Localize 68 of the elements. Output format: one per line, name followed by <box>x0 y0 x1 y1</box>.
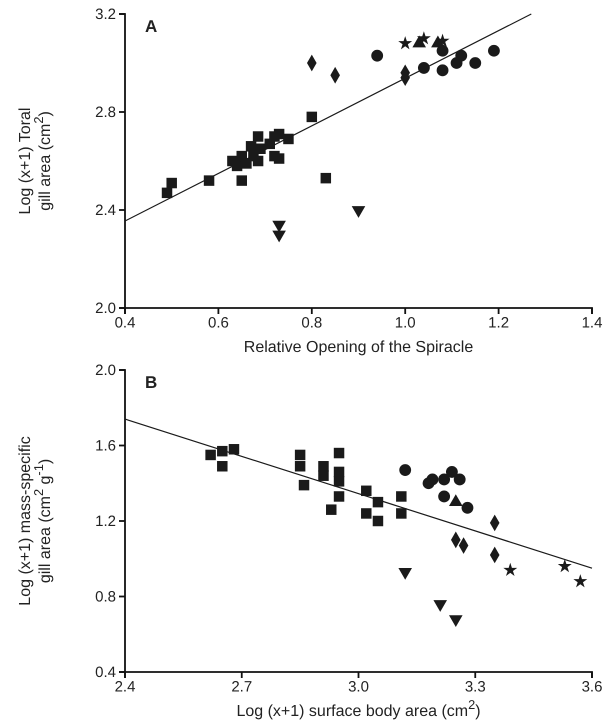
point <box>294 461 306 472</box>
point <box>372 516 384 526</box>
x-tick-label: 0.4 <box>114 314 136 332</box>
x-tick-label: 3.6 <box>582 678 602 696</box>
point <box>396 491 407 502</box>
point <box>454 474 466 486</box>
point <box>166 178 177 188</box>
point <box>469 57 482 69</box>
point <box>438 490 450 502</box>
point <box>573 574 588 588</box>
point <box>252 131 264 142</box>
x-tick-label: 0.6 <box>208 314 229 332</box>
point <box>416 31 431 44</box>
point <box>558 558 572 572</box>
point <box>274 128 284 140</box>
y-tick-label: 2.0 <box>95 362 116 379</box>
x-tick-label: 2.7 <box>231 678 252 696</box>
point <box>436 64 448 76</box>
y-tick-label: 2.8 <box>95 104 116 121</box>
x-tick-label: 1.2 <box>488 314 510 332</box>
point <box>318 461 329 472</box>
point <box>205 450 216 460</box>
point <box>294 450 306 460</box>
point <box>488 44 500 57</box>
point <box>236 175 247 186</box>
x-tick-label: 3.0 <box>348 678 369 696</box>
point <box>320 172 332 184</box>
point <box>334 491 344 502</box>
y-tick-label: 2.4 <box>95 202 116 219</box>
point <box>450 57 462 69</box>
point <box>162 188 172 198</box>
point <box>438 474 450 486</box>
point <box>371 50 384 62</box>
point <box>503 562 518 576</box>
point <box>399 464 412 476</box>
x-tick-label: 1.4 <box>582 314 602 332</box>
point <box>298 480 310 490</box>
x-axis-title: Log (x+1) surface body area (cm$^{2}$) <box>236 696 481 720</box>
point <box>274 153 284 164</box>
point <box>334 476 344 487</box>
x-tick-label: 2.4 <box>114 678 136 696</box>
y-tick-label: 2.0 <box>95 300 116 317</box>
chart-title: A <box>145 17 158 36</box>
chart-title: B <box>145 373 158 392</box>
point <box>306 112 318 122</box>
x-tick-label: 3.3 <box>464 678 486 696</box>
point <box>318 470 329 481</box>
y-tick-label: 0.8 <box>95 588 116 606</box>
point <box>396 508 407 519</box>
point <box>326 504 336 515</box>
point <box>361 486 372 496</box>
y-tick-label: 3.2 <box>95 6 116 23</box>
y-tick-label: 0.4 <box>95 664 116 681</box>
point <box>398 36 412 50</box>
x-tick-label: 1.0 <box>394 314 416 332</box>
point <box>217 461 228 472</box>
point <box>334 448 344 458</box>
point <box>446 466 458 478</box>
point <box>361 508 372 519</box>
point <box>436 34 450 47</box>
x-tick-label: 0.8 <box>301 314 322 332</box>
y-tick-label: 1.6 <box>95 437 116 454</box>
point <box>334 466 344 478</box>
point <box>462 502 474 514</box>
point <box>228 444 240 455</box>
y-tick-label: 1.2 <box>95 512 116 530</box>
point <box>426 474 438 486</box>
x-axis-title: Relative Opening of the Spiracle <box>244 339 474 356</box>
